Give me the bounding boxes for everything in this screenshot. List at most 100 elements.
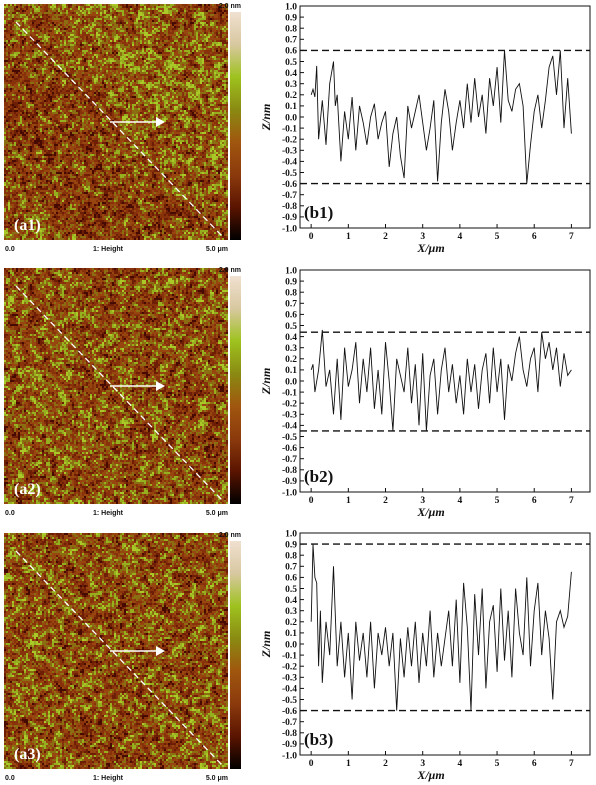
scale-max-label: 2.0 nm	[219, 3, 241, 10]
x-tick-label: 0	[309, 232, 314, 242]
plot-frame	[299, 532, 591, 756]
x-tick-label: 3	[420, 759, 425, 769]
y-tick-label: 0.0	[285, 640, 297, 650]
y-tick-label: -0.9	[282, 740, 297, 750]
y-tick-label: 0.4	[285, 596, 297, 606]
y-tick-label: -0.3	[282, 674, 297, 684]
afm-height-panel: (a3) 2.0 nm 0.0 1: Height 5.0 μm	[0, 529, 248, 782]
y-tick-label: -0.6	[282, 707, 297, 717]
height-profile-panel: 1.0 0.9 0.8 0.7 0.6 0.5 0.4 0.3 0.2 0.1 0.0 -0.1 -0.…	[252, 264, 596, 526]
x-end-label: 5.0 μm	[206, 775, 228, 782]
y-tick-label: 0.5	[285, 585, 297, 595]
x-start-label: 0.0	[5, 775, 15, 782]
y-tick-label: 0.8	[285, 552, 297, 562]
channel-label: 1: Height	[93, 510, 124, 517]
y-tick-label: -0.3	[282, 147, 297, 157]
y-tick-label: -0.7	[282, 191, 297, 201]
afm-image: (a3) 2.0 nm 0.0 1: Height 5.0 μm	[4, 532, 241, 782]
y-tick-label: 0.5	[285, 322, 297, 332]
panel-label: (a1)	[14, 217, 41, 234]
plot-frame	[299, 269, 591, 493]
y-tick-label: -0.2	[282, 663, 297, 673]
panel-label: (a2)	[14, 481, 41, 498]
profile-series-line	[310, 544, 572, 711]
y-tick-label: -0.4	[282, 685, 297, 695]
y-tick-label: -0.5	[282, 433, 297, 443]
y-tick-label: -0.2	[282, 400, 297, 410]
y-tick-label: -0.5	[282, 696, 297, 706]
x-tick-label: 2	[383, 232, 388, 242]
y-tick-label: -0.2	[282, 136, 297, 146]
y-tick-label: -0.9	[282, 477, 297, 487]
y-tick-label: -0.7	[282, 455, 297, 465]
panel-label: (b3)	[304, 730, 333, 749]
x-tick-label: 2	[383, 496, 388, 506]
profile-series-line	[310, 50, 572, 184]
y-tick-label: 0.7	[285, 36, 297, 46]
x-tick-label: 6	[532, 759, 537, 769]
x-tick-label: 2	[383, 759, 388, 769]
y-tick-label: 0.2	[285, 618, 297, 628]
y-tick-label: 0.9	[285, 13, 297, 23]
y-tick-label: 0.0	[285, 377, 297, 387]
x-axis-title: X/μm	[416, 768, 444, 782]
x-tick-label: 1	[346, 759, 351, 769]
y-tick-label: -0.1	[282, 651, 297, 661]
x-axis-title: X/μm	[416, 241, 444, 255]
channel-label: 1: Height	[93, 246, 124, 253]
x-tick-label: 3	[420, 496, 425, 506]
scale-max-label: 2.0 nm	[219, 267, 241, 274]
x-axis-title: X/μm	[416, 505, 444, 519]
y-tick-label: 0.8	[285, 289, 297, 299]
height-profile-panel: 1.0 0.9 0.8 0.7 0.6 0.5 0.4 0.3 0.2 0.1 0.0 -0.1 -0.…	[252, 527, 596, 785]
y-tick-label: -0.4	[282, 158, 297, 168]
y-tick-label: 0.6	[285, 47, 297, 57]
x-tick-label: 6	[532, 496, 537, 506]
y-tick-label: -0.7	[282, 718, 297, 728]
y-tick-label: -1.0	[282, 488, 297, 498]
y-tick-label: 0.3	[285, 607, 297, 617]
y-tick-label: 0.3	[285, 344, 297, 354]
x-tick-label: 1	[346, 496, 351, 506]
x-tick-label: 7	[569, 496, 574, 506]
x-tick-label: 5	[495, 232, 500, 242]
x-tick-label: 7	[569, 232, 574, 242]
x-tick-label: 4	[457, 496, 462, 506]
y-tick-label: 0.7	[285, 563, 297, 573]
x-tick-label: 0	[309, 759, 314, 769]
profile-chart: 1.00.9 0.80.70.60.50.40.30.20.10.0-0.1 -0.…	[259, 529, 591, 782]
x-tick-label: 1	[346, 232, 351, 242]
y-tick-label: -0.5	[282, 169, 297, 179]
y-tick-label: 0.5	[285, 58, 297, 68]
color-scale-bar	[230, 541, 241, 769]
y-axis-title: Z/nm	[259, 368, 273, 396]
y-tick-label: 0.1	[285, 366, 297, 376]
y-axis-title: Z/nm	[259, 104, 273, 132]
y-tick-label: 0.4	[285, 69, 297, 79]
x-tick-label: 3	[420, 232, 425, 242]
y-tick-label: 0.2	[285, 355, 297, 365]
arrow-head-icon	[156, 117, 165, 127]
x-tick-label: 5	[495, 496, 500, 506]
y-tick-label: 0.6	[285, 311, 297, 321]
profile-series-line	[310, 329, 572, 431]
y-tick-label: 0.7	[285, 300, 297, 310]
y-tick-label: 0.8	[285, 25, 297, 35]
y-tick-label: -0.4	[282, 422, 297, 432]
y-tick-label: -0.6	[282, 444, 297, 454]
y-tick-label: -1.0	[282, 751, 297, 761]
panel-label: (a3)	[14, 746, 41, 763]
color-scale-bar	[230, 276, 241, 504]
y-tick-label: 0.3	[285, 80, 297, 90]
x-tick-label: 7	[569, 759, 574, 769]
x-end-label: 5.0 μm	[206, 246, 228, 253]
y-tick-label: 0.1	[285, 629, 297, 639]
panel-label: (b1)	[304, 203, 333, 222]
y-tick-label: 0.6	[285, 574, 297, 584]
y-tick-label: -0.9	[282, 213, 297, 223]
y-tick-label: 0.0	[285, 113, 297, 123]
x-tick-label: 5	[495, 759, 500, 769]
y-tick-label: -0.3	[282, 411, 297, 421]
height-profile-panel: 1.0 0.9 0.8 0.7 0.6 0.5 0.4 0.3 0.2 0.1 0.0 -0.1 -0.…	[252, 0, 596, 262]
y-tick-label: -0.8	[282, 466, 297, 476]
